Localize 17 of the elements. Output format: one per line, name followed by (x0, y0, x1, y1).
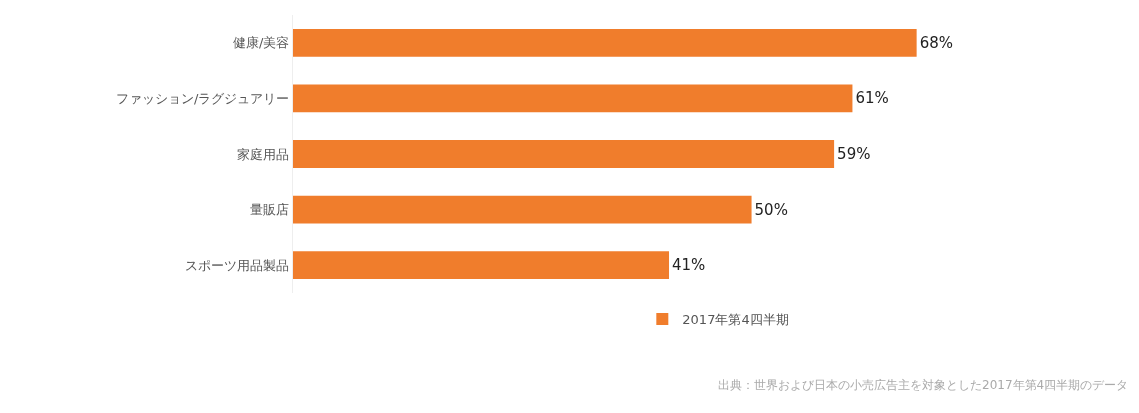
y-tick-label: 量販店 (250, 202, 290, 218)
data-label: 50% (754, 200, 788, 219)
bar (293, 84, 853, 113)
data-label: 59% (837, 145, 871, 163)
data-label: 61% (855, 89, 889, 108)
bar (293, 251, 670, 280)
y-tick-label: スポーツ用品製品 (185, 257, 290, 273)
y-tick-label: 健康/美容 (233, 35, 290, 51)
data-label: 41% (672, 256, 706, 275)
bar (293, 195, 752, 224)
bar (293, 28, 917, 57)
y-tick-label: 家庭用品 (237, 146, 290, 162)
data-label: 68% (919, 33, 953, 52)
bar (293, 140, 835, 168)
source-note: 出典：世界および日本の小売広告主を対象とした2017年第4四半期のデータ (718, 378, 1129, 392)
y-tick-label: ファッション/ラグジュアリー (116, 90, 290, 106)
legend-label: 2017年第4四半期 (682, 312, 789, 328)
